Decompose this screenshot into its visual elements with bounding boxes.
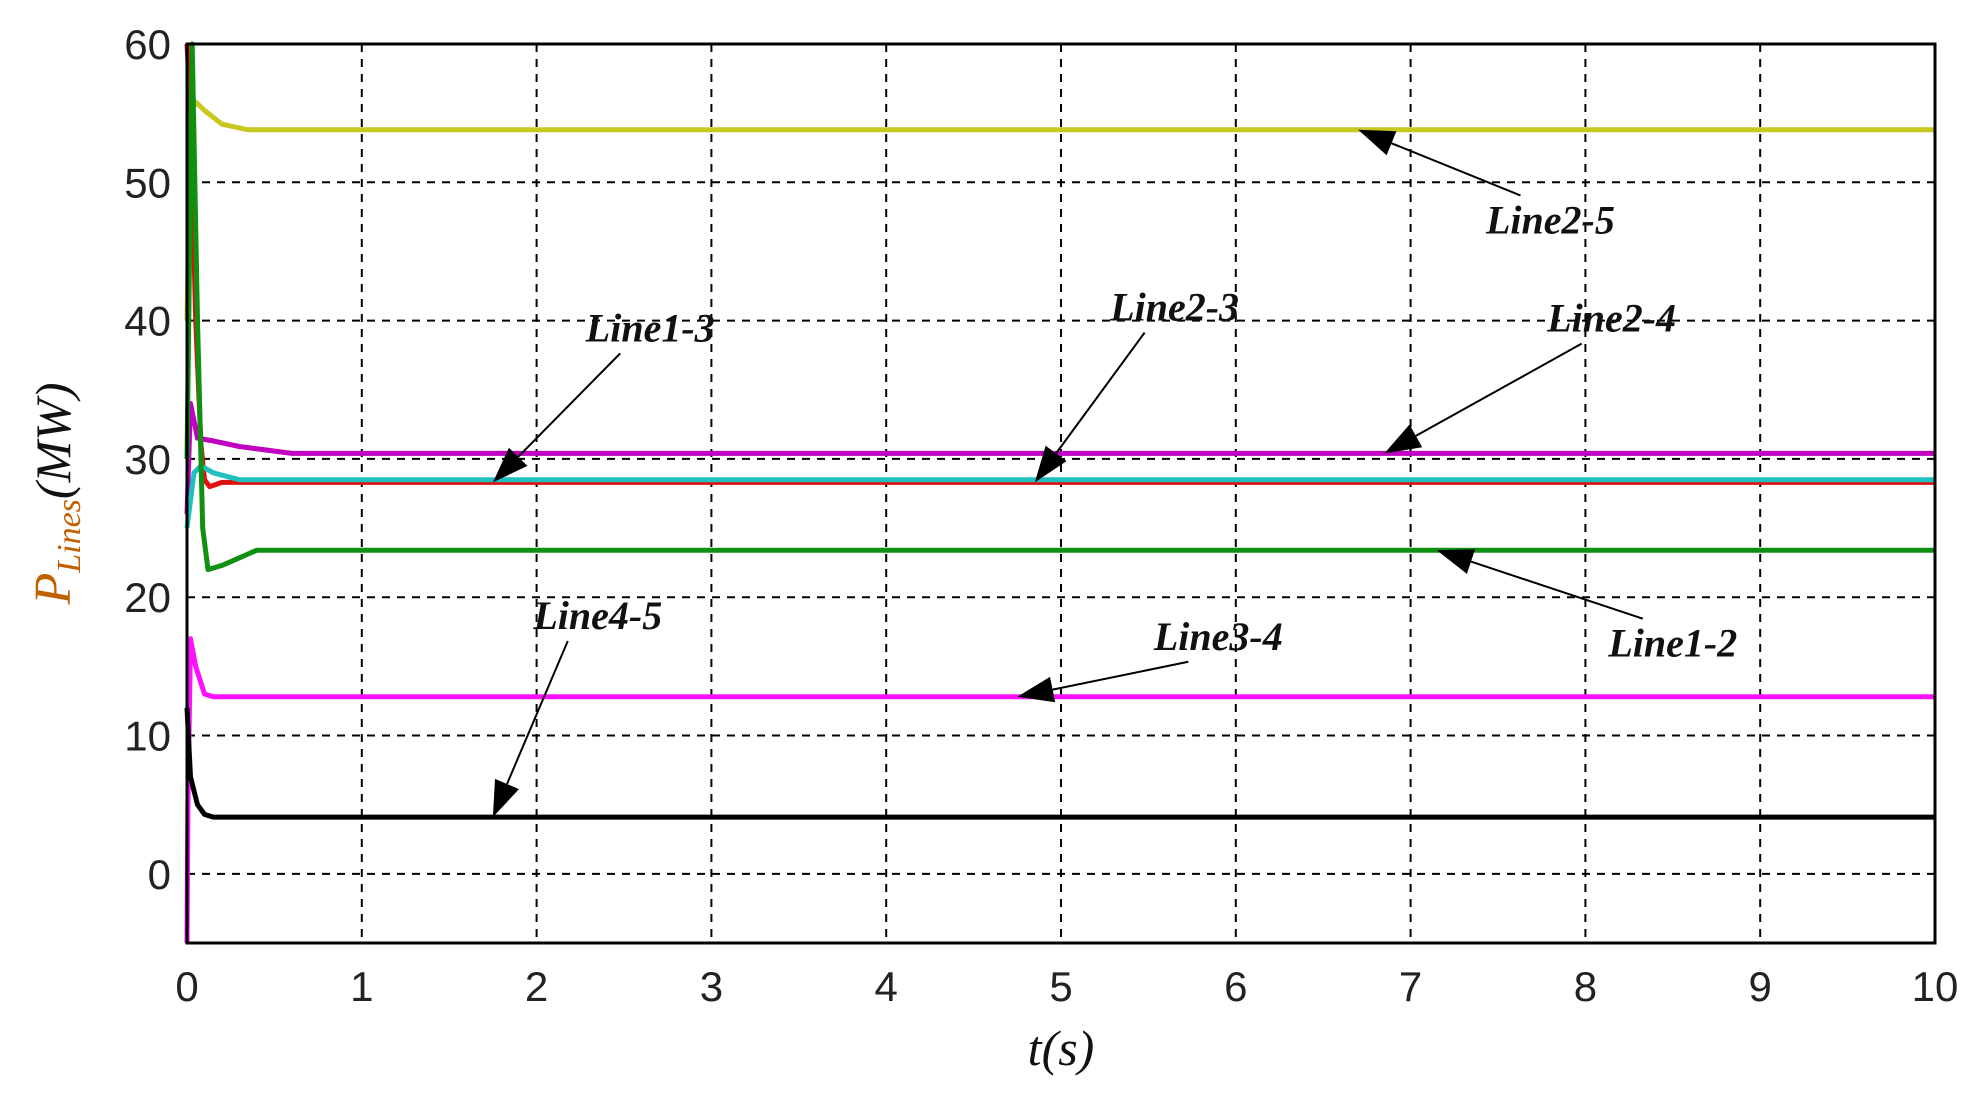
- y-axis-label: PLines(MW): [25, 382, 88, 605]
- annotation-arrow-head: [1017, 676, 1056, 703]
- annotation-arrow-line: [517, 352, 621, 458]
- x-tick-label: 10: [1912, 963, 1959, 1010]
- x-tick-label: 5: [1049, 963, 1072, 1010]
- y-tick-label: 30: [124, 436, 171, 483]
- annotation-line2-3: Line2-3: [1109, 285, 1239, 330]
- annotation-arrow-line: [1052, 660, 1189, 691]
- y-tick-label: 60: [124, 21, 171, 68]
- annotation-arrow-head: [492, 778, 519, 818]
- y-axis-label-subscript: Lines: [51, 499, 88, 574]
- annotation-arrow-head: [1384, 424, 1423, 454]
- y-tick-label: 0: [148, 851, 171, 898]
- series-line-line1-2: [184, 41, 1935, 573]
- annotation-arrow-line: [506, 640, 569, 785]
- y-tick-label: 50: [124, 159, 171, 206]
- plot-frame: [185, 42, 1937, 945]
- series-line-line3-4: [184, 636, 1935, 944]
- annotation-line1-2: Line1-2: [1607, 621, 1737, 666]
- series-line-line4-5: [184, 707, 1935, 820]
- annotation-arrow-line: [1055, 332, 1146, 454]
- tick-labels: 0 1 2 3 4 5 6 7 8 9 10 0 10 20 30 40 50 60: [124, 21, 1958, 1010]
- series-group: [184, 41, 1935, 944]
- x-tick-label: 6: [1224, 963, 1247, 1010]
- annotation-line2-4: Line2-4: [1546, 296, 1676, 341]
- annotation-arrow-head: [1436, 549, 1476, 574]
- x-tick-label: 2: [525, 963, 548, 1010]
- y-tick-label: 10: [124, 713, 171, 760]
- y-tick-label: 40: [124, 298, 171, 345]
- x-tick-label: 3: [700, 963, 723, 1010]
- x-tick-label: 1: [350, 963, 373, 1010]
- y-tick-label: 20: [124, 574, 171, 621]
- series-line-line2-4: [184, 401, 1935, 515]
- x-tick-label: 9: [1749, 963, 1772, 1010]
- annotation-line4-5: Line4-5: [532, 593, 662, 638]
- annotation-arrow-head: [1358, 129, 1397, 156]
- y-axis-label-unit: (MW): [25, 382, 81, 499]
- annotation-arrow-line: [1415, 342, 1583, 437]
- x-tick-label: 7: [1399, 963, 1422, 1010]
- annotation-arrow-line: [1470, 560, 1644, 620]
- grid: [187, 44, 1935, 943]
- annotation-arrow-line: [1391, 142, 1521, 197]
- x-tick-label: 0: [175, 963, 198, 1010]
- y-axis-label-base: P: [25, 573, 82, 606]
- annotation-line2-5: Line2-5: [1485, 197, 1615, 242]
- annotation-line1-3: Line1-3: [585, 305, 715, 350]
- annotation-arrow-head: [492, 447, 528, 483]
- x-axis-label: t(s): [1028, 1020, 1095, 1076]
- series-line-line1-3: [184, 463, 1935, 529]
- annotation-arrow-head: [1034, 445, 1067, 483]
- x-tick-label: 8: [1574, 963, 1597, 1010]
- x-tick-label: 4: [875, 963, 898, 1010]
- annotations: Line2-5 Line1-3 Line2-3 Line2-4 Line4-5 Line3…: [492, 129, 1737, 818]
- annotation-line3-4: Line3-4: [1153, 614, 1283, 659]
